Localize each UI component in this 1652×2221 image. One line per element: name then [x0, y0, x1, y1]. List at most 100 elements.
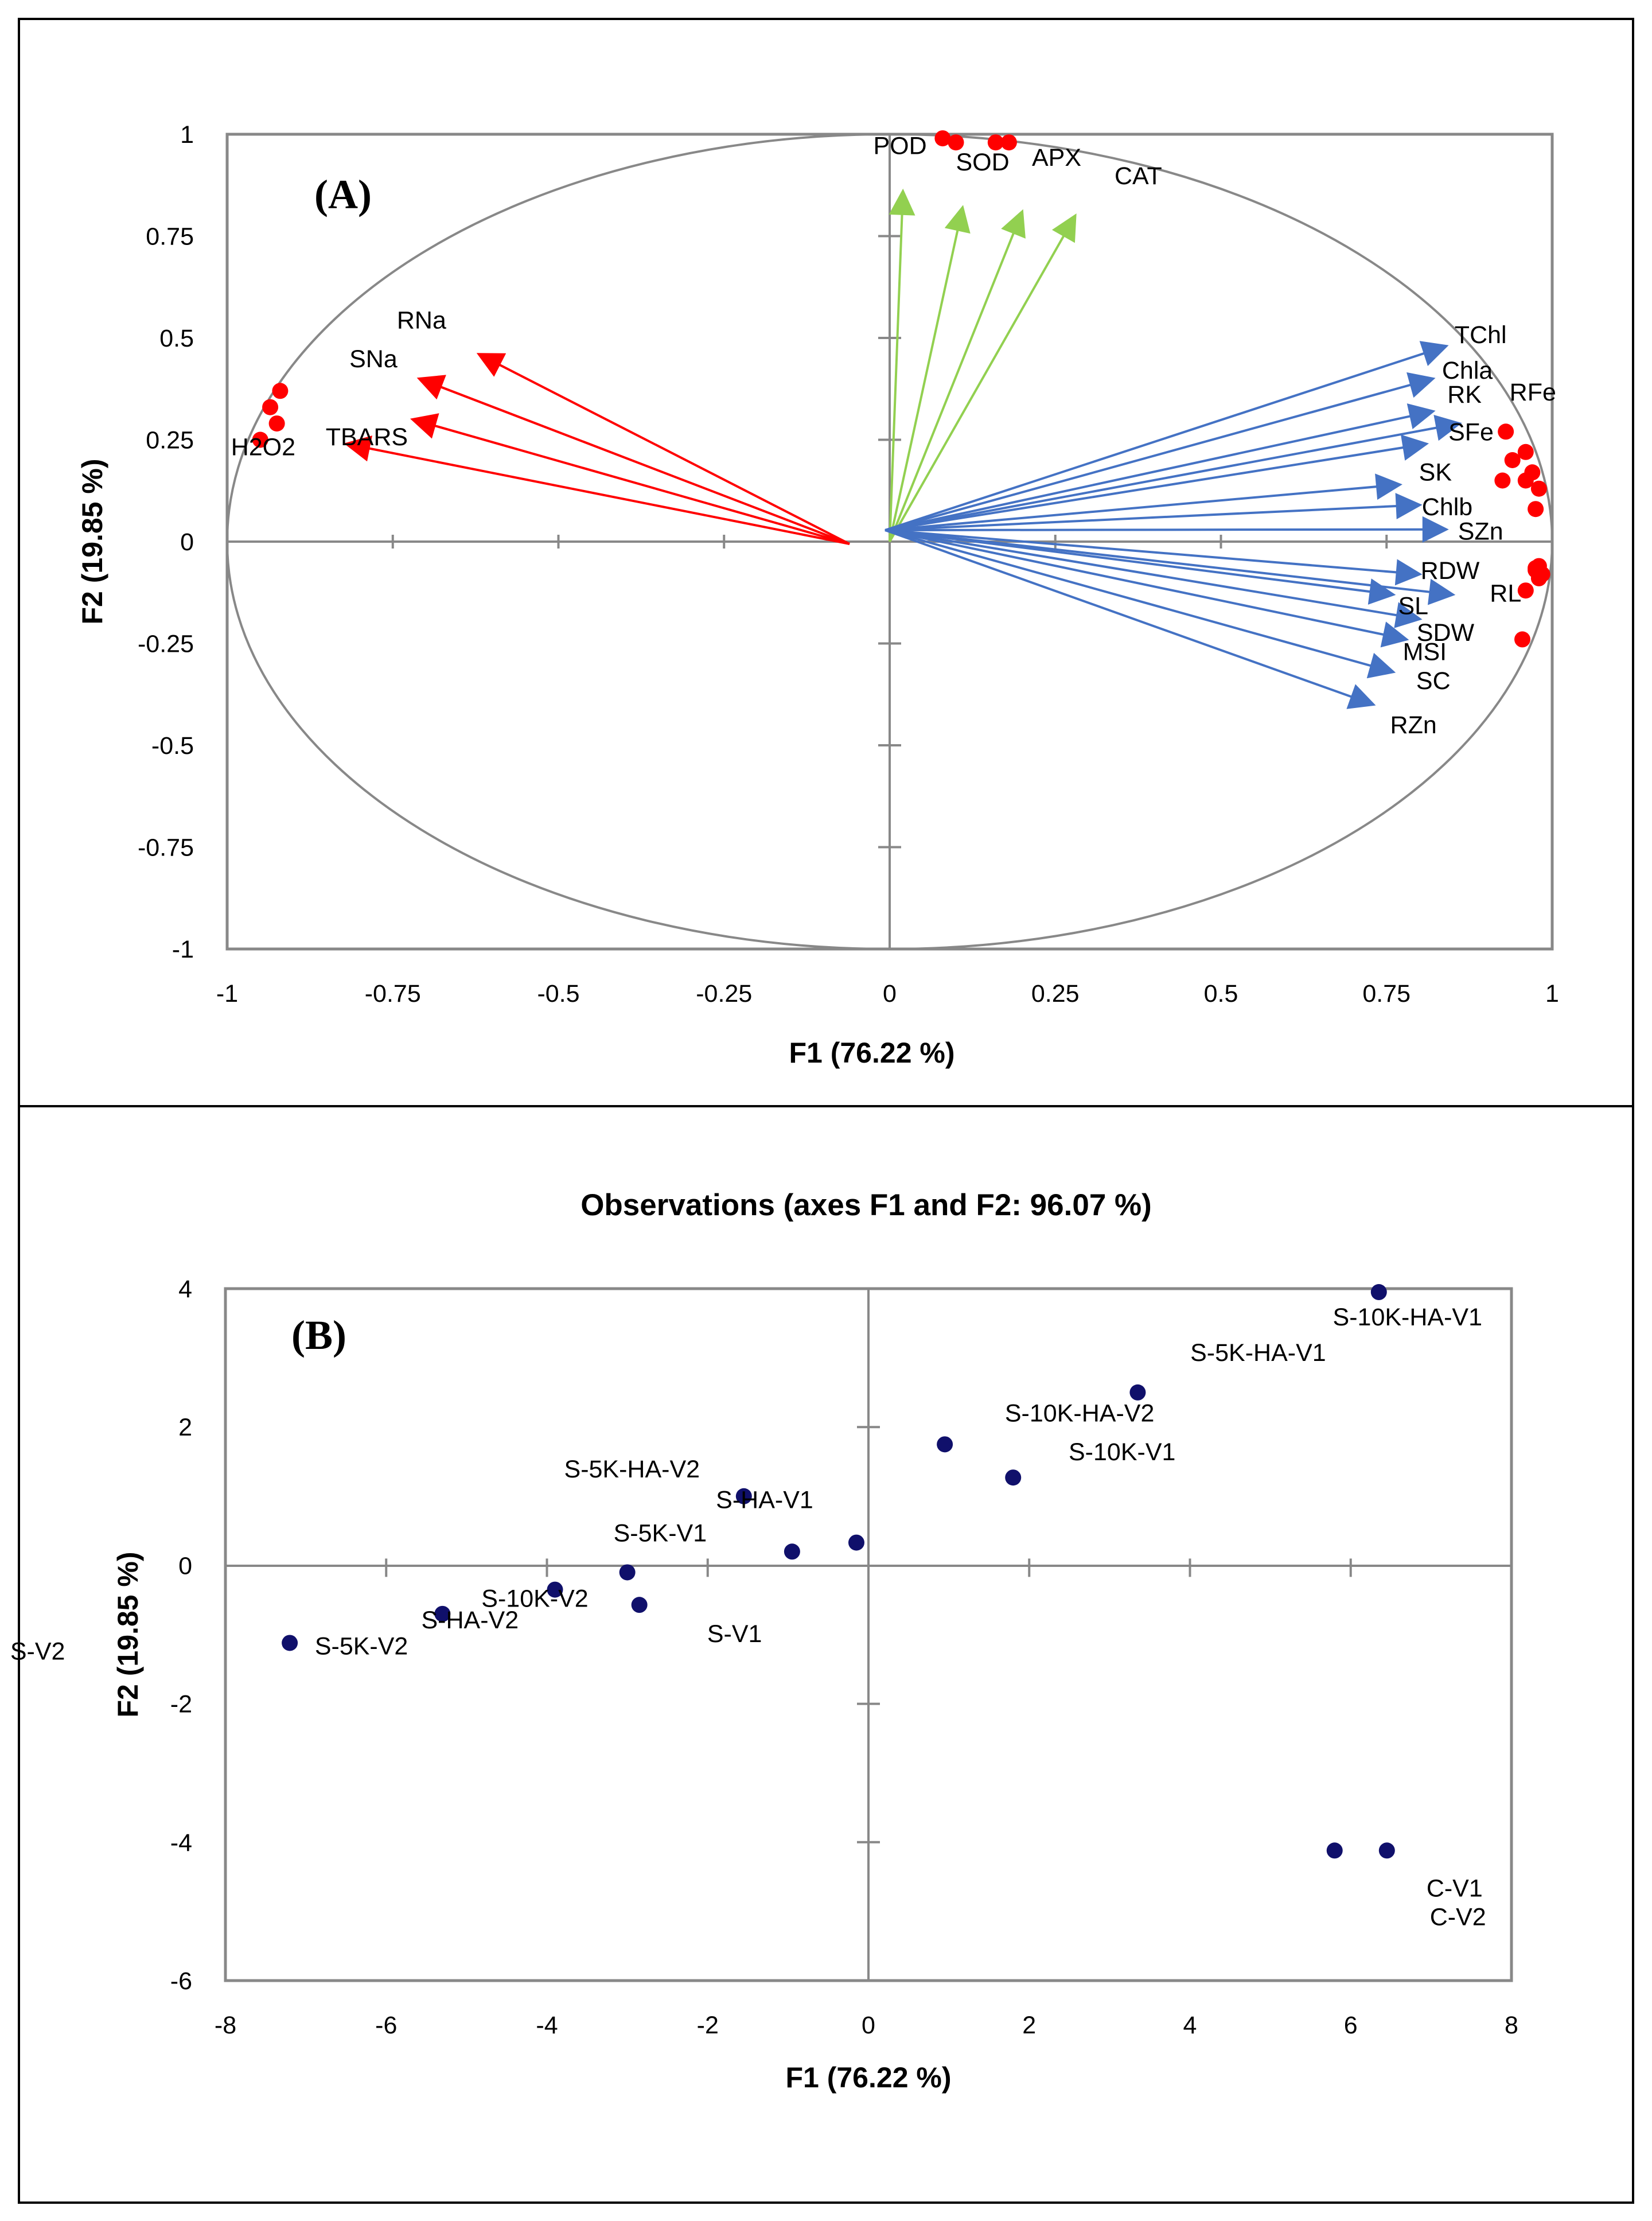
- x-tick-label-a: 1: [1545, 980, 1559, 1008]
- y-tick-label-a: -0.5: [151, 732, 194, 760]
- x-tick-label-b: 4: [1183, 2012, 1197, 2039]
- vector-label-rzn: RZn: [1390, 711, 1437, 739]
- observation-label-s-5k-v2: S-5K-V2: [315, 1632, 408, 1660]
- vector-label-chla: Chla: [1442, 357, 1493, 384]
- vector-pod: [889, 188, 915, 542]
- observations-panel: Observations (axes F1 and F2: 96.07 %) -…: [10, 1188, 1518, 2094]
- vector-label-sl: SL: [1398, 592, 1428, 620]
- observation-label-s-10k-ha-v1: S-10K-HA-V1: [1333, 1304, 1482, 1331]
- vector-label-sfe: SFe: [1448, 419, 1494, 446]
- vector-sna: [416, 375, 850, 545]
- vector-msi: [885, 529, 1409, 648]
- observation-label-s-5k-ha-v1: S-5K-HA-V1: [1190, 1339, 1326, 1367]
- observation-label-s-v2: S-V2: [10, 1637, 65, 1665]
- x-tick-label-a: 0.5: [1204, 980, 1238, 1008]
- variable-point-tchl: [1498, 423, 1514, 440]
- variable-point-cat: [1000, 134, 1017, 151]
- vector-chla: [885, 372, 1436, 531]
- observation-point-c-v2: [1326, 1842, 1343, 1859]
- y-tick-label-a: -1: [172, 936, 194, 963]
- variable-point-szn: [1528, 501, 1544, 518]
- vector-rzn: [885, 529, 1376, 709]
- variable-point-sdw: [1517, 582, 1534, 599]
- observation-point-s-5k-v1: [784, 1543, 800, 1560]
- y-tick-label-a: 0: [180, 528, 194, 556]
- observation-label-s-5k-ha-v2: S-5K-HA-V2: [564, 1456, 700, 1483]
- x-axis-label-b: F1 (76.22 %): [785, 2061, 951, 2094]
- variable-point-sna: [262, 399, 279, 415]
- y-tick-label-b: 4: [178, 1275, 192, 1303]
- y-tick-label-b: 0: [178, 1552, 192, 1580]
- observation-point-s-5k-v2: [282, 1635, 298, 1651]
- observation-label-s-5k-v1: S-5K-V1: [614, 1519, 707, 1547]
- variable-point-chla: [1504, 452, 1521, 468]
- vector-sl: [885, 529, 1396, 605]
- x-tick-label-a: 0: [883, 980, 897, 1008]
- vector-label-sk: SK: [1419, 459, 1452, 487]
- variable-point-rzn: [1530, 570, 1547, 586]
- vector-label-rfe: RFe: [1510, 379, 1556, 406]
- observation-point-s-v2: [619, 1564, 636, 1581]
- axis-ticks-b: [385, 1426, 1352, 1843]
- observation-point-s-ha-v2: [434, 1605, 451, 1622]
- vector-label-szn: SZn: [1458, 518, 1503, 546]
- x-tick-label-b: -6: [375, 2012, 397, 2039]
- vector-label-tbars: TBARS: [326, 423, 408, 451]
- y-tick-label-a: 0.25: [146, 427, 194, 454]
- observation-point-s-10k-ha-v1: [1370, 1284, 1387, 1301]
- x-axis-label-a: F1 (76.22 %): [789, 1037, 954, 1069]
- vector-sdw: [885, 529, 1423, 628]
- observation-label-s-ha-v1: S-HA-V1: [716, 1487, 813, 1514]
- x-tick-label-b: -4: [536, 2012, 558, 2039]
- vector-label-tchl: TChl: [1455, 321, 1507, 349]
- x-tick-label-a: -0.25: [696, 980, 752, 1008]
- observation-label-c-v1: C-V1: [1427, 1874, 1483, 1902]
- variable-point-apx: [987, 134, 1004, 151]
- panel-label-a: (A): [314, 172, 372, 217]
- variable-point-msi: [1514, 631, 1531, 648]
- observation-point-s-5k-ha-v2: [735, 1488, 752, 1504]
- observation-label-s-ha-v2: S-HA-V2: [422, 1607, 519, 1634]
- vector-label-rk: RK: [1447, 381, 1482, 409]
- observation-labels: S-10K-HA-V1 S-5K-HA-V1 S-10K-HA-V2 S-10K-V1…: [10, 1304, 1486, 1931]
- vector-chlb: [885, 493, 1423, 531]
- vector-label-pod: POD: [874, 132, 927, 160]
- variable-points: [252, 130, 1550, 648]
- variable-point-h2o2: [252, 431, 268, 448]
- observation-point-s-v1: [631, 1597, 648, 1613]
- vector-label-h2o2: H2O2: [231, 434, 295, 461]
- vector-label-sna: SNa: [349, 345, 398, 373]
- vector-label-rl: RL: [1490, 579, 1521, 607]
- y-tick-label-b: -6: [170, 1967, 192, 1995]
- vector-tbars: [410, 413, 850, 545]
- vector-label-sod: SOD: [956, 149, 1009, 176]
- vector-rdw: [885, 529, 1423, 586]
- variable-point-chlb: [1530, 480, 1547, 497]
- vector-tchl: [885, 341, 1449, 531]
- y-tick-label-a: 0.5: [159, 325, 194, 352]
- variable-point-pod: [934, 130, 951, 147]
- x-tick-labels-a: -1 -0.75 -0.5 -0.25 0 0.25 0.5 0.75 1: [216, 980, 1559, 1008]
- observation-point-s-10k-v2: [547, 1581, 563, 1598]
- correlation-circle-panel: -1 -0.75 -0.5 -0.25 0 0.25 0.5 0.75 1 -1 -0.75 -0.…: [76, 121, 1559, 1069]
- variable-point-tbars: [268, 415, 285, 432]
- vector-sk: [885, 473, 1402, 531]
- vector-label-chlb: Chlb: [1422, 493, 1472, 521]
- y-tick-label-a: 0.75: [146, 223, 194, 251]
- y-tick-label-b: 2: [178, 1414, 192, 1441]
- observation-point-s-10k-ha-v2: [937, 1436, 953, 1453]
- x-tick-label-a: -0.75: [365, 980, 421, 1008]
- chart-title-b: Observations (axes F1 and F2: 96.07 %): [580, 1188, 1152, 1222]
- variable-point-sk: [1517, 472, 1534, 489]
- variable-point-sfe: [1494, 472, 1511, 489]
- vector-label-rdw: RDW: [1421, 557, 1480, 585]
- panel-label-b: (B): [291, 1312, 346, 1358]
- y-tick-label-a: -0.25: [138, 631, 194, 658]
- vector-h2o2: [344, 435, 850, 545]
- variable-point-sod: [948, 134, 964, 151]
- vector-label-sc: SC: [1416, 667, 1451, 695]
- y-tick-labels-a: -1 -0.75 -0.5 -0.25 0 0.25 0.5 0.75 1: [138, 121, 194, 963]
- observation-label-s-10k-ha-v2: S-10K-HA-V2: [1005, 1399, 1154, 1427]
- observation-point-s-10k-v1: [1005, 1469, 1022, 1486]
